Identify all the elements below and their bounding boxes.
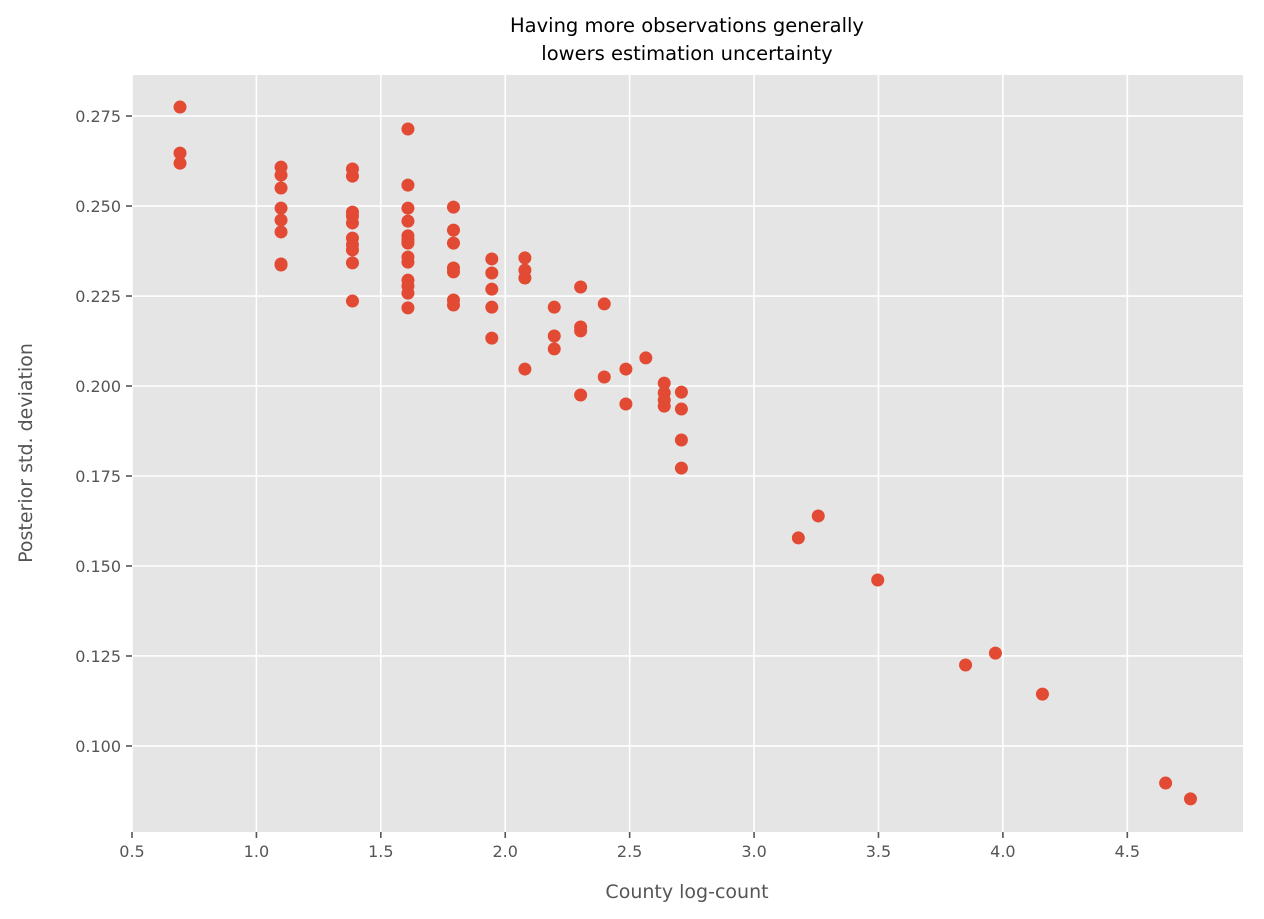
data-point bbox=[345, 256, 359, 270]
y-tick-label: 0.200 bbox=[75, 377, 121, 396]
x-tick-label: 3.5 bbox=[866, 842, 891, 861]
data-point bbox=[401, 286, 415, 300]
data-point bbox=[446, 236, 460, 250]
data-point bbox=[446, 298, 460, 312]
data-point bbox=[345, 169, 359, 183]
data-point bbox=[274, 213, 288, 227]
data-point bbox=[446, 200, 460, 214]
data-point bbox=[1183, 792, 1197, 806]
data-point bbox=[674, 461, 688, 475]
data-point bbox=[345, 243, 359, 257]
y-tick-label: 0.150 bbox=[75, 557, 121, 576]
data-point bbox=[485, 300, 499, 314]
y-axis-label: Posterior std. deviation bbox=[15, 343, 37, 563]
data-point bbox=[547, 342, 561, 356]
plot-background bbox=[132, 75, 1243, 832]
data-point bbox=[574, 388, 588, 402]
data-point bbox=[959, 658, 973, 672]
x-tick-label: 1.0 bbox=[244, 842, 269, 861]
data-point bbox=[674, 402, 688, 416]
data-point bbox=[401, 178, 415, 192]
data-point bbox=[674, 385, 688, 399]
data-point bbox=[345, 294, 359, 308]
data-point bbox=[401, 122, 415, 136]
y-tick-label: 0.275 bbox=[75, 107, 121, 126]
data-point bbox=[657, 376, 671, 390]
x-tick-label: 1.5 bbox=[368, 842, 393, 861]
data-points bbox=[173, 100, 1197, 806]
data-point bbox=[401, 255, 415, 269]
data-point bbox=[401, 301, 415, 315]
data-point bbox=[401, 201, 415, 215]
x-tick-label: 3.0 bbox=[741, 842, 766, 861]
chart-title-line-1: Having more observations generally bbox=[510, 14, 864, 37]
data-point bbox=[173, 156, 187, 170]
data-point bbox=[173, 146, 187, 160]
data-point bbox=[173, 100, 187, 114]
data-point bbox=[1159, 776, 1173, 790]
y-axis-ticks: 0.100 0.125 0.150 0.175 0.200 0.225 0.250 0.275 bbox=[75, 107, 132, 756]
data-point bbox=[619, 397, 633, 411]
data-point bbox=[446, 265, 460, 279]
x-tick-label: 2.5 bbox=[617, 842, 642, 861]
data-point bbox=[657, 399, 671, 413]
grid-lines bbox=[131, 75, 1243, 832]
data-point bbox=[485, 266, 499, 280]
data-point bbox=[401, 214, 415, 228]
data-point bbox=[401, 236, 415, 250]
data-point bbox=[274, 201, 288, 215]
data-point bbox=[274, 258, 288, 272]
data-point bbox=[574, 324, 588, 338]
data-point bbox=[485, 252, 499, 266]
y-tick-label: 0.225 bbox=[75, 287, 121, 306]
data-point bbox=[871, 573, 885, 587]
data-point bbox=[518, 362, 532, 376]
data-point bbox=[485, 282, 499, 296]
data-point bbox=[597, 297, 611, 311]
y-tick-label: 0.175 bbox=[75, 467, 121, 486]
data-point bbox=[574, 280, 588, 294]
x-axis-ticks: 0.5 1.0 1.5 2.0 2.5 3.0 3.5 4.0 4.5 bbox=[119, 832, 1140, 861]
data-point bbox=[547, 329, 561, 343]
x-tick-label: 2.0 bbox=[493, 842, 518, 861]
data-point bbox=[518, 251, 532, 265]
data-point bbox=[274, 168, 288, 182]
data-point bbox=[619, 362, 633, 376]
data-point bbox=[274, 181, 288, 195]
data-point bbox=[446, 223, 460, 237]
data-point bbox=[791, 531, 805, 545]
data-point bbox=[639, 351, 653, 365]
x-axis-label: County log-count bbox=[605, 881, 768, 903]
data-point bbox=[674, 433, 688, 447]
data-point bbox=[485, 331, 499, 345]
data-point bbox=[1035, 687, 1049, 701]
data-point bbox=[988, 646, 1002, 660]
data-point bbox=[274, 225, 288, 239]
data-point bbox=[597, 370, 611, 384]
data-point bbox=[547, 300, 561, 314]
x-tick-label: 4.0 bbox=[990, 842, 1015, 861]
chart-title-line-2: lowers estimation uncertainty bbox=[541, 42, 832, 65]
x-tick-label: 4.5 bbox=[1115, 842, 1140, 861]
data-point bbox=[345, 216, 359, 230]
data-point bbox=[811, 509, 825, 523]
y-tick-label: 0.100 bbox=[75, 737, 121, 756]
x-tick-label: 0.5 bbox=[119, 842, 144, 861]
y-tick-label: 0.125 bbox=[75, 647, 121, 666]
y-tick-label: 0.250 bbox=[75, 197, 121, 216]
data-point bbox=[518, 271, 532, 285]
